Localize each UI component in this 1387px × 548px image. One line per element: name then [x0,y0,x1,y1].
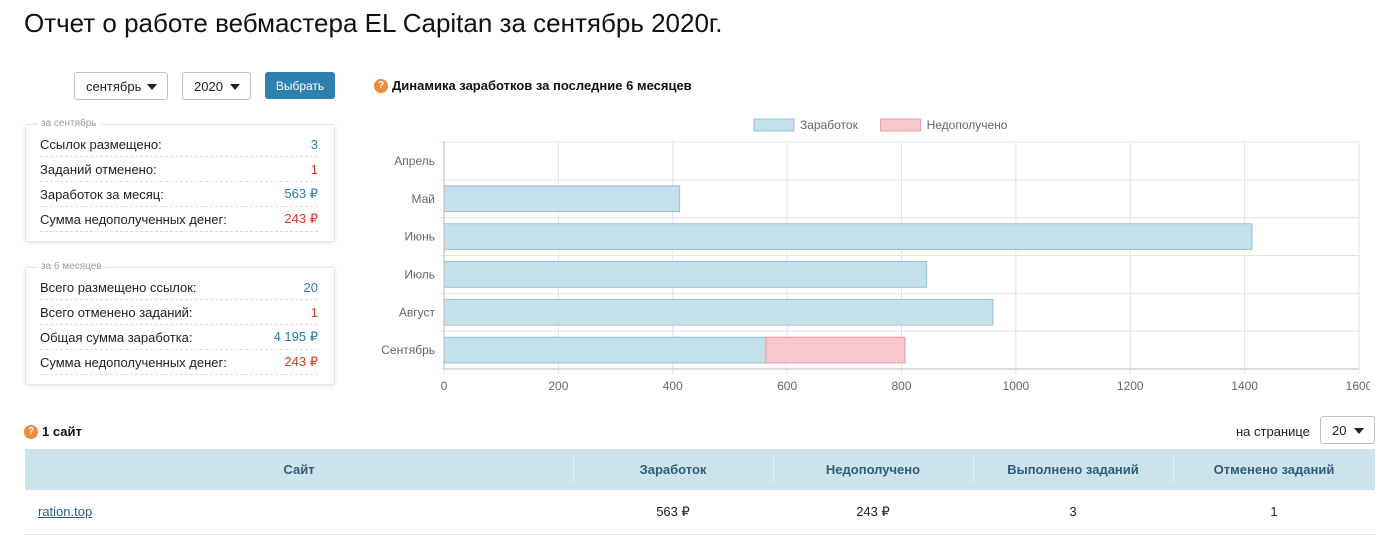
legend-label: Недополучено [927,118,1008,132]
column-header-lost[interactable]: Недополучено [773,449,973,490]
stat-row: Заданий отменено: 1 [40,157,318,182]
per-page-select[interactable]: 20 [1320,416,1375,444]
chart-legend: Заработок Недополучено [753,118,1008,132]
month-stats-list: Ссылок размещено: 3 Заданий отменено: 1 Зара… [40,132,318,232]
stat-label: Ссылок размещено: [40,136,162,152]
table-row: ration.top 563 ₽ 243 ₽ 3 1 [25,490,1375,534]
year-select[interactable]: 2020 [182,72,251,100]
chart-heading-text: Динамика заработков за последние 6 месяц… [392,78,692,93]
stat-row: Сумма недополученных денег: 243 ₽ [40,350,318,375]
y-tick-label: Июнь [404,230,435,244]
chart-bar [443,336,767,364]
done-cell: 3 [1069,504,1077,520]
column-header-cancelled[interactable]: Отменено заданий [1173,449,1375,490]
column-header-site[interactable]: Сайт [283,462,315,477]
legend-label: Заработок [800,118,859,132]
stat-value: 563 ₽ [284,186,318,201]
stat-label: Всего размещено ссылок: [40,279,197,295]
x-tick-label: 600 [777,379,797,393]
per-page-label: на странице [1236,424,1310,439]
stat-label: Заработок за месяц: [40,186,164,202]
x-tick-label: 1000 [1003,379,1030,393]
page-title: Отчет о работе вебмастера EL Capitan за … [24,8,723,38]
lost-cell: 243 ₽ [856,503,890,519]
stat-label: Заданий отменено: [40,161,157,177]
six-month-stats-list: Всего размещено ссылок: 20 Всего отменено … [40,275,318,375]
x-tick-label: 1200 [1117,379,1144,393]
stat-value: 243 ₽ [284,354,318,369]
cancelled-cell: 1 [1270,504,1278,520]
chart-bars [443,185,1253,364]
month-stats-legend: за сентябрь [38,118,100,129]
stat-value: 1 [310,304,318,320]
sites-table: Сайт Заработок Недополучено Выполнено за… [25,449,1375,535]
month-stats-card: за сентябрь Ссылок размещено: 3 Заданий от… [25,118,335,242]
year-select-value: 2020 [194,78,223,94]
choose-button[interactable]: Выбрать [265,72,335,99]
y-tick-label: Июль [404,267,435,281]
stat-value: 1 [310,161,318,177]
stat-label: Сумма недополученных денег: [40,211,227,227]
x-tick-label: 0 [441,379,448,393]
stat-label: Сумма недополученных денег: [40,354,227,370]
x-tick-label: 400 [663,379,683,393]
y-tick-label: Август [399,305,436,319]
legend-swatch [753,118,795,132]
site-link[interactable]: ration.top [38,504,93,520]
caret-down-icon [230,84,240,90]
stat-row: Заработок за месяц: 563 ₽ [40,182,318,207]
chart-bar [443,261,928,288]
y-tick-label: Май [411,192,435,206]
earnings-chart: Заработок Недополучено 0 200 400 600 800 1000 1… [381,118,1370,393]
stat-row: Сумма недополученных денег: 243 ₽ [40,207,318,232]
x-tick-label: 800 [891,379,911,393]
chart-bar [443,185,681,213]
y-tick-label: Сентябрь [381,343,435,357]
question-circle-icon[interactable]: ? [24,424,38,439]
chart-bar [443,298,994,326]
column-header-done[interactable]: Выполнено заданий [973,449,1173,490]
chart-bar [765,336,906,364]
stat-row: Всего отменено заданий: 1 [40,300,318,325]
chart-axes: 0 200 400 600 800 1000 1200 1400 1600 Апрель Май Ию… [381,142,1370,393]
six-month-stats-legend: за 6 месяцев [38,261,105,272]
sites-count: 1 сайт [42,424,82,439]
stat-value: 4 195 ₽ [273,329,318,344]
stat-value: 3 [310,136,318,152]
caret-down-icon [1354,428,1364,434]
legend-swatch [880,118,922,132]
site-cell: ration.top [25,490,573,534]
chart-heading: ? Динамика заработков за последние 6 меся… [374,78,692,93]
stat-label: Общая сумма заработка: [40,329,193,345]
stat-value: 243 ₽ [284,211,318,226]
stat-row: Всего размещено ссылок: 20 [40,275,318,300]
stat-row: Ссылок размещено: 3 [40,132,318,157]
y-tick-label: Апрель [394,154,435,168]
month-select[interactable]: сентябрь [74,72,168,100]
table-header-row: Сайт Заработок Недополучено Выполнено за… [25,449,1375,490]
question-circle-icon[interactable]: ? [374,78,388,93]
per-page-value: 20 [1332,422,1347,438]
stat-label: Всего отменено заданий: [40,304,193,320]
chart-bar [443,223,1253,250]
earned-cell: 563 ₽ [656,503,690,519]
x-tick-label: 1600 [1346,379,1370,393]
six-month-stats-card: за 6 месяцев Всего размещено ссылок: 20 Вс… [25,261,335,385]
x-tick-label: 1400 [1231,379,1258,393]
stat-value: 20 [303,279,318,295]
caret-down-icon [147,84,157,90]
month-select-value: сентябрь [86,78,142,94]
stat-row: Общая сумма заработка: 4 195 ₽ [40,325,318,350]
column-header-earned[interactable]: Заработок [573,449,773,490]
sites-heading: ? 1 сайт [24,424,82,439]
chart-grid [439,141,1360,374]
x-tick-label: 200 [548,379,568,393]
